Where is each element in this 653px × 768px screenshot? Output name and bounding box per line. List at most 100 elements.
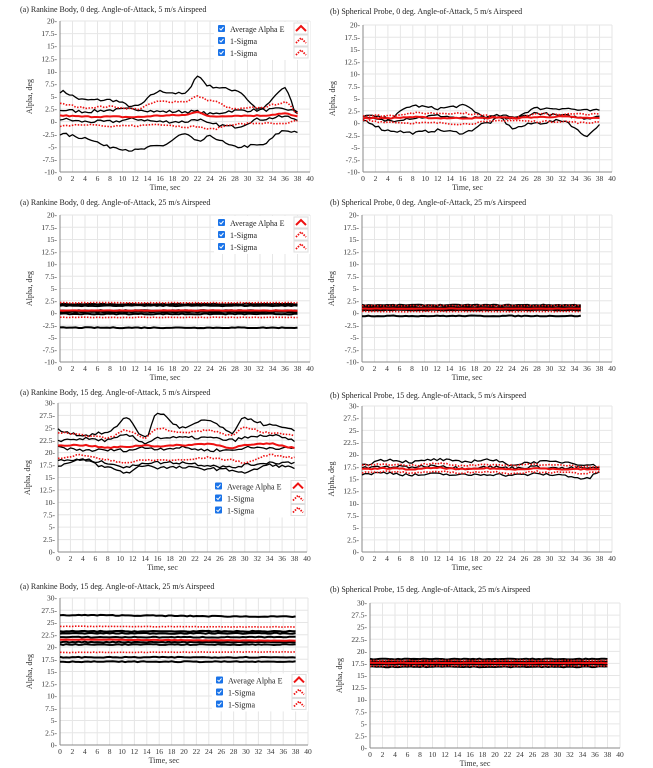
y-tick-label: 12.5- xyxy=(344,57,360,66)
y-tick-label: 27.5- xyxy=(39,411,55,420)
x-tick-label: 22 xyxy=(496,554,504,563)
x-tick-label: 38 xyxy=(294,364,302,373)
sigma-lower-line xyxy=(57,453,295,464)
chart-panel-4: (b) Spherical Probe, 0 deg. Angle-of-Att… xyxy=(327,198,616,382)
x-tick-label: 10 xyxy=(118,747,126,756)
mean-line xyxy=(362,115,600,120)
run-line-6 xyxy=(59,643,296,647)
y-tick-label: 17.5- xyxy=(41,223,57,232)
legend-checkbox[interactable] xyxy=(215,506,222,514)
chart-panel-3: (a) Rankine Body, 0 deg. Angle-of-Attack… xyxy=(20,198,314,382)
mean-line xyxy=(60,638,296,642)
legend-checkbox[interactable] xyxy=(216,676,223,684)
y-tick-label: 12.5- xyxy=(39,485,55,494)
y-tick-label: 7.5- xyxy=(45,79,57,88)
legend-label: Average Alpha E xyxy=(230,25,285,34)
legend: Average Alpha E 1-Sigma 1-Sigma xyxy=(211,479,307,518)
x-tick-label: 8 xyxy=(108,364,112,373)
x-tick-label: 0 xyxy=(360,364,364,373)
y-tick-label: 2.5- xyxy=(355,731,367,740)
sigma-swatch-icon xyxy=(295,230,307,238)
x-tick-label: 2 xyxy=(373,364,377,373)
y-tick-label: 0- xyxy=(353,548,360,557)
x-tick-label: 12 xyxy=(131,364,139,373)
legend-checkbox[interactable] xyxy=(215,494,222,502)
x-tick-label: 6 xyxy=(398,174,402,183)
y-tick-label: -10- xyxy=(347,358,360,367)
legend-checkbox[interactable] xyxy=(218,231,225,238)
legend-label: 1-Sigma xyxy=(230,231,258,240)
legend-checkbox[interactable] xyxy=(218,37,225,44)
run-line-8 xyxy=(59,660,296,664)
legend-checkbox[interactable] xyxy=(218,219,225,226)
check-icon xyxy=(219,50,224,55)
y-tick-label: 7.5- xyxy=(347,511,359,520)
x-tick-label: 18 xyxy=(168,747,176,756)
y-tick-label: 12.5- xyxy=(41,54,57,63)
x-tick-label: 20 xyxy=(483,554,491,563)
run-line-1 xyxy=(59,613,296,619)
legend: Average Alpha E 1-Sigma 1-Sigma xyxy=(214,22,310,60)
y-tick-label: 2.5- xyxy=(347,296,359,305)
legend-checkbox[interactable] xyxy=(218,25,225,32)
y-tick-label: 12.5- xyxy=(41,247,57,256)
sigma-swatch-icon xyxy=(295,36,307,44)
x-tick-label: 36 xyxy=(279,747,287,756)
y-axis-label: Alpha, deg xyxy=(25,79,34,114)
y-tick-label: 7.5- xyxy=(43,510,55,519)
y-tick-label: 5- xyxy=(353,284,360,293)
legend-label: 1-Sigma xyxy=(228,700,256,709)
x-tick-label: 24 xyxy=(205,747,213,756)
y-tick-label: -5- xyxy=(48,142,57,151)
y-tick-label: -10- xyxy=(348,168,361,177)
x-tick-label: 34 xyxy=(269,364,277,373)
x-tick-label: 8 xyxy=(410,364,414,373)
x-tick-label: 32 xyxy=(255,747,263,756)
legend-checkbox[interactable] xyxy=(216,688,223,696)
x-tick-label: 8 xyxy=(418,750,422,759)
y-tick-label: 12.5- xyxy=(351,683,367,692)
x-tick-label: 32 xyxy=(256,174,264,183)
legend-swatch xyxy=(291,685,307,698)
x-tick-label: 40 xyxy=(608,554,616,563)
legend-swatch xyxy=(291,673,307,686)
legend-label: 1-Sigma xyxy=(230,49,258,58)
y-tick-label: 2.5- xyxy=(347,535,359,544)
run-line-2 xyxy=(59,304,298,308)
legend-checkbox[interactable] xyxy=(216,700,223,708)
x-tick-label: 6 xyxy=(95,747,99,756)
x-tick-label: 36 xyxy=(583,554,591,563)
chart-panel-6: (b) Spherical Probe, 15 deg. Angle-of-At… xyxy=(327,391,616,572)
sigma-lower-line xyxy=(361,469,600,475)
x-tick-label: 16 xyxy=(156,174,164,183)
y-tick-label: 25- xyxy=(47,618,58,627)
x-tick-label: 28 xyxy=(533,364,541,373)
x-tick-label: 20 xyxy=(181,174,189,183)
x-tick-label: 4 xyxy=(385,364,389,373)
run-line-2 xyxy=(57,433,295,445)
legend-checkbox[interactable] xyxy=(218,243,225,250)
y-tick-label: -10- xyxy=(45,358,58,367)
x-tick-label: 14 xyxy=(454,750,462,759)
run-line-4 xyxy=(57,458,295,469)
legend-label: Average Alpha E xyxy=(228,676,283,685)
legend-swatch xyxy=(293,228,309,241)
x-tick-label: 4 xyxy=(393,750,397,759)
x-tick-label: 20 xyxy=(491,750,499,759)
x-tick-label: 32 xyxy=(566,750,574,759)
legend-checkbox[interactable] xyxy=(218,49,225,56)
y-tick-label: 10- xyxy=(350,70,361,79)
x-tick-label: 34 xyxy=(571,554,579,563)
mean-line xyxy=(361,466,600,471)
sigma-swatch-icon xyxy=(295,242,307,250)
x-tick-label: 30 xyxy=(244,364,252,373)
legend: Average Alpha E 1-Sigma 1-Sigma xyxy=(212,673,308,712)
legend-checkbox[interactable] xyxy=(215,482,222,490)
legend-label: 1-Sigma xyxy=(230,243,258,252)
x-tick-label: 6 xyxy=(93,554,97,563)
run-line-1 xyxy=(59,75,298,115)
x-tick-label: 12 xyxy=(129,554,137,563)
legend: Average Alpha E 1-Sigma 1-Sigma xyxy=(214,216,310,254)
x-tick-label: 26 xyxy=(216,554,224,563)
x-tick-label: 20 xyxy=(484,174,492,183)
